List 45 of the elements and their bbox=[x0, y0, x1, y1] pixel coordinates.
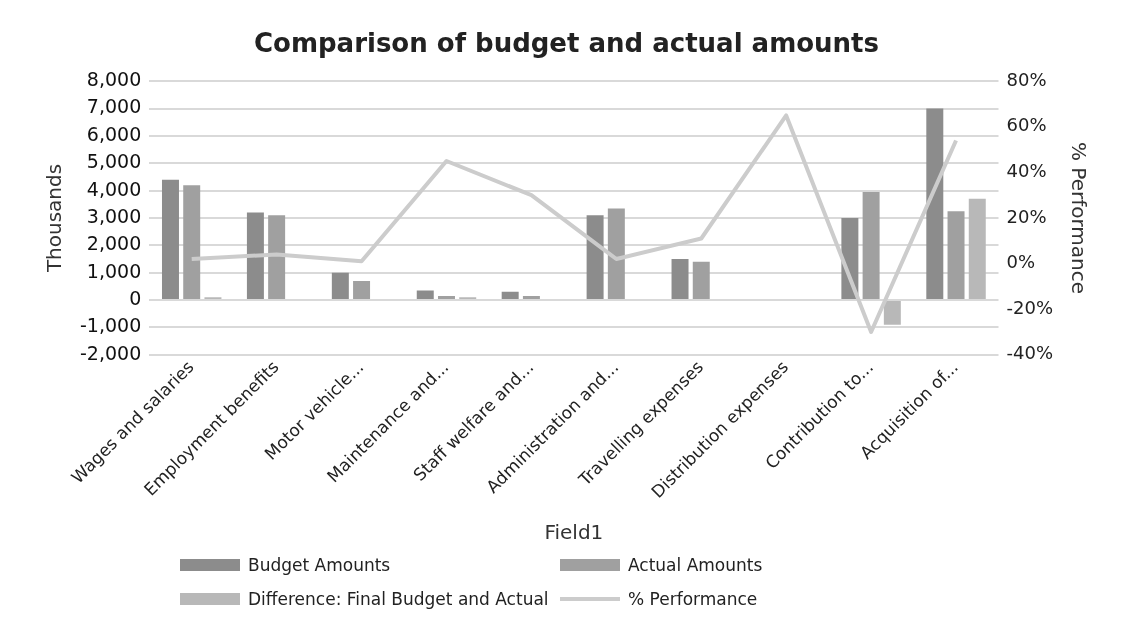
x-axis-title: Field1 bbox=[544, 520, 604, 545]
bar bbox=[437, 295, 455, 300]
bar bbox=[416, 290, 434, 300]
bar bbox=[607, 208, 625, 300]
bar bbox=[947, 211, 965, 300]
bar bbox=[268, 215, 286, 300]
y-tick-label: 7,000 bbox=[86, 95, 142, 118]
y-tick-label: 1,000 bbox=[86, 259, 142, 282]
y-tick-label: -1,000 bbox=[80, 314, 142, 337]
y-tick-label: 4,000 bbox=[86, 177, 142, 200]
y-axis-title: Thousands bbox=[42, 163, 67, 274]
bar bbox=[968, 198, 986, 300]
bar bbox=[161, 179, 179, 300]
y2-tick-label: 0% bbox=[1006, 251, 1036, 273]
bar bbox=[692, 261, 710, 300]
bar bbox=[246, 212, 264, 300]
chart-title: Comparison of budget and actual amounts bbox=[253, 28, 880, 59]
y2-axis-title: % Performance bbox=[1066, 141, 1091, 295]
y-tick-label: 6,000 bbox=[86, 122, 142, 145]
bar bbox=[883, 301, 901, 325]
bar bbox=[331, 272, 349, 300]
y-tick-label: 8,000 bbox=[86, 68, 142, 91]
bar bbox=[926, 108, 944, 300]
y2-tick-label: 40% bbox=[1006, 160, 1047, 182]
bar bbox=[353, 280, 371, 300]
legend-label: Actual Amounts bbox=[628, 555, 763, 575]
bar bbox=[183, 185, 201, 300]
legend-label: Difference: Final Budget and Actual bbox=[248, 589, 549, 609]
y2-tick-label: -40% bbox=[1006, 342, 1054, 364]
legend-label: % Performance bbox=[628, 589, 758, 609]
y-tick-label: 0 bbox=[129, 286, 142, 309]
bar bbox=[671, 259, 689, 300]
bar bbox=[862, 191, 880, 300]
y-tick-label: 2,000 bbox=[86, 232, 142, 255]
bar bbox=[501, 291, 519, 300]
legend-label: Budget Amounts bbox=[248, 555, 391, 575]
y2-tick-label: 60% bbox=[1006, 114, 1047, 136]
bar bbox=[522, 295, 540, 300]
bar bbox=[586, 215, 604, 300]
y2-tick-label: -20% bbox=[1006, 296, 1054, 318]
y2-tick-label: 20% bbox=[1006, 205, 1047, 227]
y-tick-label: 3,000 bbox=[86, 204, 142, 227]
y2-tick-label: 80% bbox=[1006, 68, 1047, 90]
y-tick-label: -2,000 bbox=[80, 341, 142, 364]
y-tick-label: 5,000 bbox=[86, 150, 142, 173]
